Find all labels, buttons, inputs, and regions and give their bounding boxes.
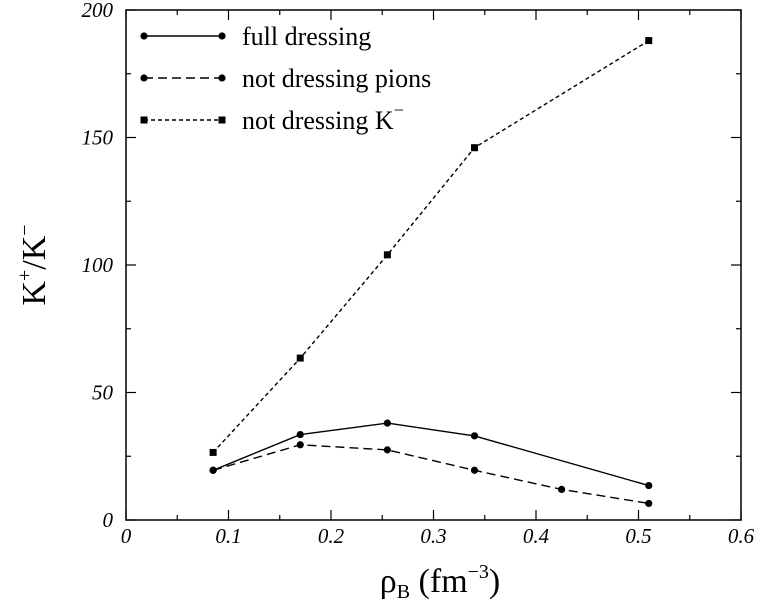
plot-frame	[125, 9, 742, 521]
y-tick-label: 100	[82, 253, 114, 277]
data-point	[383, 446, 391, 454]
x-tick-label: 0.3	[420, 524, 446, 548]
data-point	[296, 354, 304, 362]
y-axis-title: K+/K−	[14, 224, 53, 305]
legend-item-not-dressing-pions: not dressing pions	[140, 64, 431, 93]
series-line	[212, 40, 650, 453]
axis-ticks	[125, 9, 742, 521]
x-tick-label: 0.2	[318, 524, 345, 548]
y-tick-label: 150	[82, 126, 114, 150]
legend: full dressing not dressing pions not dress…	[140, 22, 431, 135]
series-not-dressing-pions	[209, 441, 653, 508]
data-point	[645, 499, 653, 508]
legend-label: full dressing	[242, 22, 371, 51]
series-full-dressing	[209, 419, 653, 490]
axis-titles: ρB (fm−3) K+/K−	[14, 224, 500, 600]
x-tick-label: 0.1	[215, 524, 241, 548]
legend-marker	[218, 32, 226, 40]
legend-marker	[140, 74, 148, 82]
legend-marker	[140, 32, 148, 40]
x-tick-label: 0.5	[625, 524, 651, 548]
series-layer	[209, 37, 653, 508]
data-point	[209, 448, 217, 456]
data-point	[296, 430, 304, 439]
data-point	[471, 144, 478, 152]
data-point	[296, 441, 304, 449]
x-tick-label: 0.4	[523, 524, 550, 548]
legend-item-full-dressing: full dressing	[140, 22, 371, 51]
legend-label: not dressing pions	[242, 64, 431, 93]
y-tick-label: 50	[92, 381, 114, 405]
data-point	[383, 251, 391, 259]
legend-marker	[218, 74, 226, 82]
y-tick-label: 200	[82, 0, 114, 22]
x-axis-title: ρB (fm−3)	[380, 561, 501, 600]
data-point	[645, 37, 653, 45]
series-line	[212, 422, 649, 487]
data-point	[558, 485, 566, 493]
plot-border	[125, 9, 742, 521]
legend-item-not-dressing-k: not dressing K−	[140, 100, 404, 135]
data-point	[383, 419, 391, 427]
series-not-dressing-k	[209, 37, 653, 456]
data-point	[645, 481, 653, 490]
legend-label: not dressing K−	[242, 100, 404, 135]
tick-labels: 0 0.1 0.2 0.3 0.4 0.5 0.6 0 50 100 150 200	[82, 0, 755, 548]
legend-marker	[218, 116, 226, 124]
data-point	[470, 466, 479, 474]
y-tick-label: 0	[103, 508, 114, 532]
data-point	[470, 432, 479, 440]
x-tick-label: 0	[121, 524, 132, 548]
legend-marker	[140, 116, 148, 124]
x-tick-label: 0.6	[728, 524, 755, 548]
data-point	[209, 466, 217, 474]
series-line	[212, 444, 649, 505]
